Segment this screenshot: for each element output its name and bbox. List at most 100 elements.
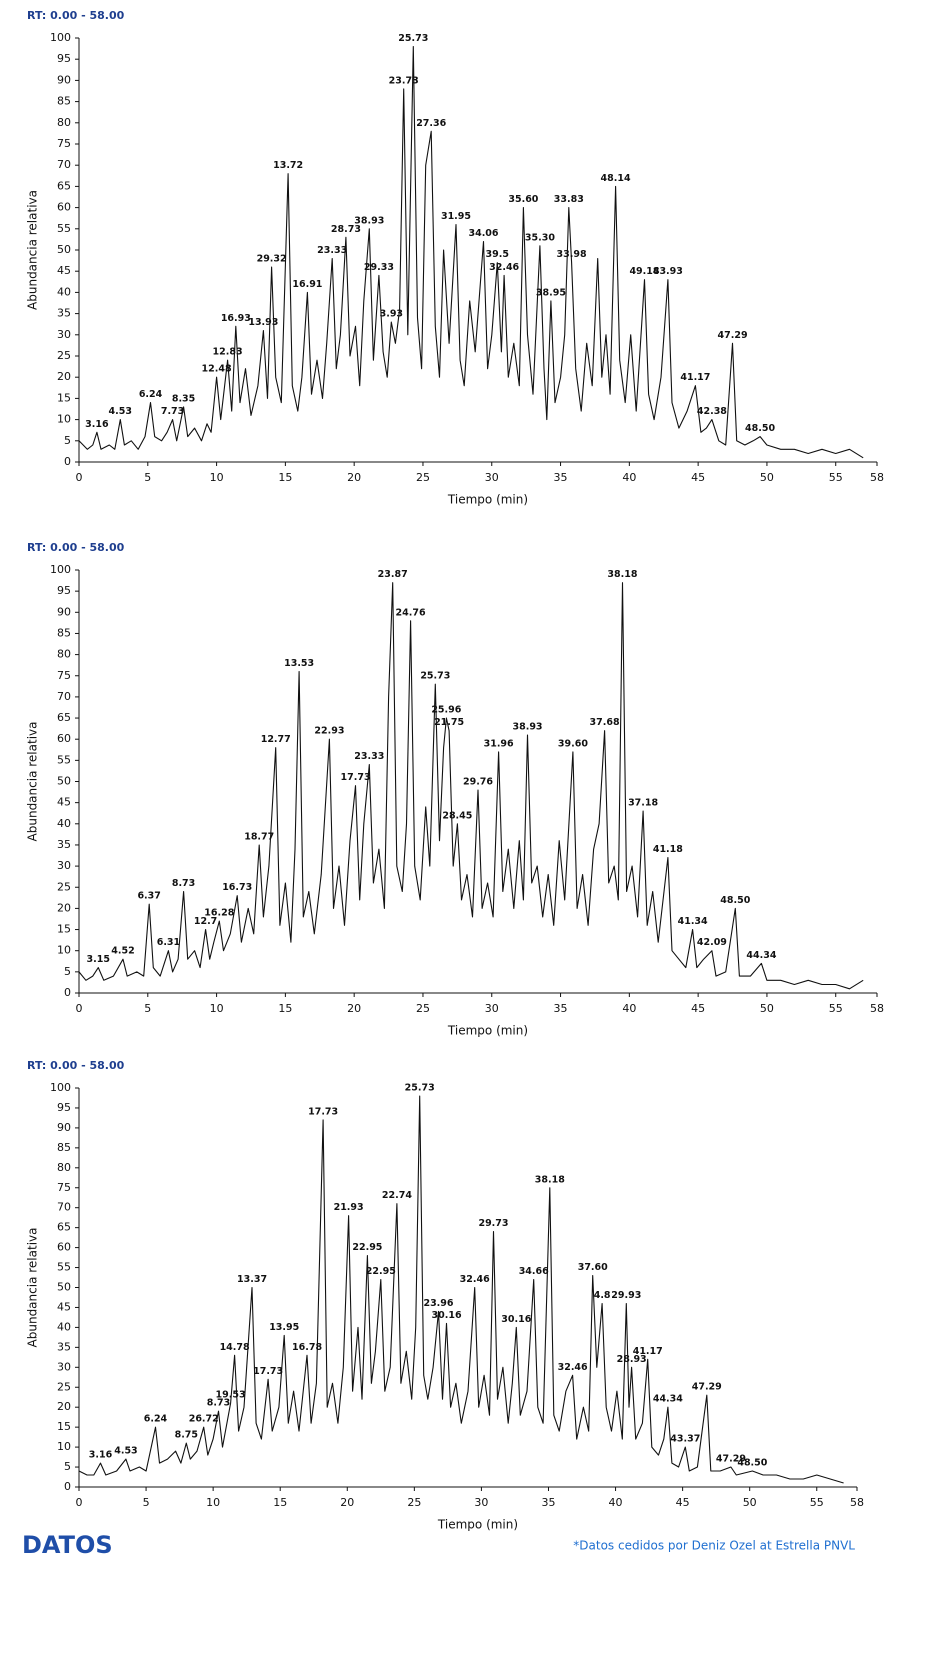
x-tick-label: 20 [347,1002,361,1015]
x-axis-label: Tiempo (min) [447,493,528,507]
peak-label: 29.76 [463,776,493,787]
peak-label: 49.18 [629,266,659,277]
y-tick-label: 10 [57,413,71,426]
y-tick-label: 50 [57,775,71,788]
y-tick-label: 80 [57,1161,71,1174]
peak-label: 38.93 [512,721,542,732]
y-tick-label: 40 [57,1320,71,1333]
peak-label: 25.73 [405,1082,435,1093]
y-tick-label: 30 [57,328,71,341]
peak-label: 29.33 [364,262,394,273]
x-tick-label: 10 [206,1496,220,1509]
peak-label: 23.87 [378,569,408,580]
x-tick-label: 55 [810,1496,824,1509]
y-tick-label: 100 [50,563,71,576]
y-tick-label: 50 [57,1281,71,1294]
x-tick-label: 50 [760,1002,774,1015]
y-tick-label: 95 [57,52,71,65]
peak-label: 34.06 [468,228,498,239]
x-tick-label: 5 [144,1002,151,1015]
peak-label: 8.35 [172,393,195,404]
y-tick-label: 70 [57,1201,71,1214]
peak-label: 38.93 [354,215,384,226]
x-tick-label: 25 [407,1496,421,1509]
y-tick-label: 85 [57,95,71,108]
y-tick-label: 15 [57,1420,71,1433]
peak-label: 16.28 [204,908,234,919]
x-tick-label: 58 [870,471,884,484]
peak-label: 16.73 [222,882,252,893]
y-tick-label: 60 [57,1241,71,1254]
y-tick-label: 15 [57,391,71,404]
x-tick-label: 50 [743,1496,757,1509]
y-tick-label: 30 [57,859,71,872]
x-tick-label: 25 [416,471,430,484]
y-tick-label: 25 [57,880,71,893]
peak-label: 38.95 [536,287,566,298]
peak-label: 13.93 [248,317,278,328]
x-axis-label: Tiempo (min) [437,1518,518,1532]
peak-label: 44.34 [746,950,776,961]
peak-label: 13.95 [269,1322,299,1333]
peak-label: 3.15 [87,954,110,965]
peak-label: 12.7 [194,916,217,927]
peak-label: 42.38 [697,406,727,417]
logo: DATOS [22,1531,113,1559]
peak-label: 4.53 [114,1446,137,1457]
peak-label: 39.60 [558,738,588,749]
y-tick-label: 25 [57,349,71,362]
peak-label: 27.36 [416,118,446,129]
peak-label: 30.16 [432,1310,462,1321]
y-tick-label: 70 [57,158,71,171]
peak-label: 17.73 [341,772,371,783]
x-tick-label: 45 [691,471,705,484]
y-tick-label: 80 [57,116,71,129]
peak-label: 37.60 [578,1262,608,1273]
peak-label: 47.29 [692,1382,722,1393]
y-tick-label: 45 [57,264,71,277]
peak-label: 14.78 [220,1342,250,1353]
peak-label: 12.83 [213,347,243,358]
peak-label: 22.93 [314,726,344,737]
x-tick-label: 35 [554,471,568,484]
peak-label: 17.73 [253,1366,283,1377]
x-tick-label: 10 [210,1002,224,1015]
peak-label: 3.93 [380,309,403,320]
x-tick-label: 40 [609,1496,623,1509]
x-tick-label: 0 [76,1496,83,1509]
y-tick-label: 30 [57,1360,71,1373]
y-tick-label: 90 [57,73,71,86]
chromatogram-trace [78,45,864,459]
peak-label: 6.37 [137,891,160,902]
peak-label: 34.66 [519,1266,549,1277]
x-tick-label: 45 [691,1002,705,1015]
y-tick-label: 90 [57,1121,71,1134]
peak-label: 37.18 [628,798,658,809]
x-tick-label: 35 [541,1496,555,1509]
peak-label: 21.75 [434,717,464,728]
peak-label: 33.83 [554,194,584,205]
peak-label: 24.76 [396,607,426,618]
x-tick-label: 15 [278,1002,292,1015]
peak-label: 33.98 [557,249,587,260]
x-tick-label: 10 [210,471,224,484]
peak-label: 29.32 [257,253,287,264]
x-tick-label: 50 [760,471,774,484]
y-tick-label: 80 [57,648,71,661]
peak-label: 44.34 [653,1394,683,1405]
peak-label: 16.91 [292,279,322,290]
y-tick-label: 55 [57,1261,71,1274]
peak-label: 13.72 [273,160,303,171]
peak-label: 21.93 [334,1202,364,1213]
peak-label: 17.73 [308,1106,338,1117]
credit: *Datos cedidos por Deniz Ozel at Estrell… [573,1539,855,1553]
x-tick-label: 25 [416,1002,430,1015]
peak-label: 6.31 [157,937,180,948]
peak-label: 18.77 [244,831,274,842]
peak-label: 28.93 [617,1354,647,1365]
y-tick-label: 75 [57,1181,71,1194]
peak-label: 31.96 [484,738,514,749]
y-tick-label: 25 [57,1380,71,1393]
peak-label: 3.16 [89,1450,113,1461]
